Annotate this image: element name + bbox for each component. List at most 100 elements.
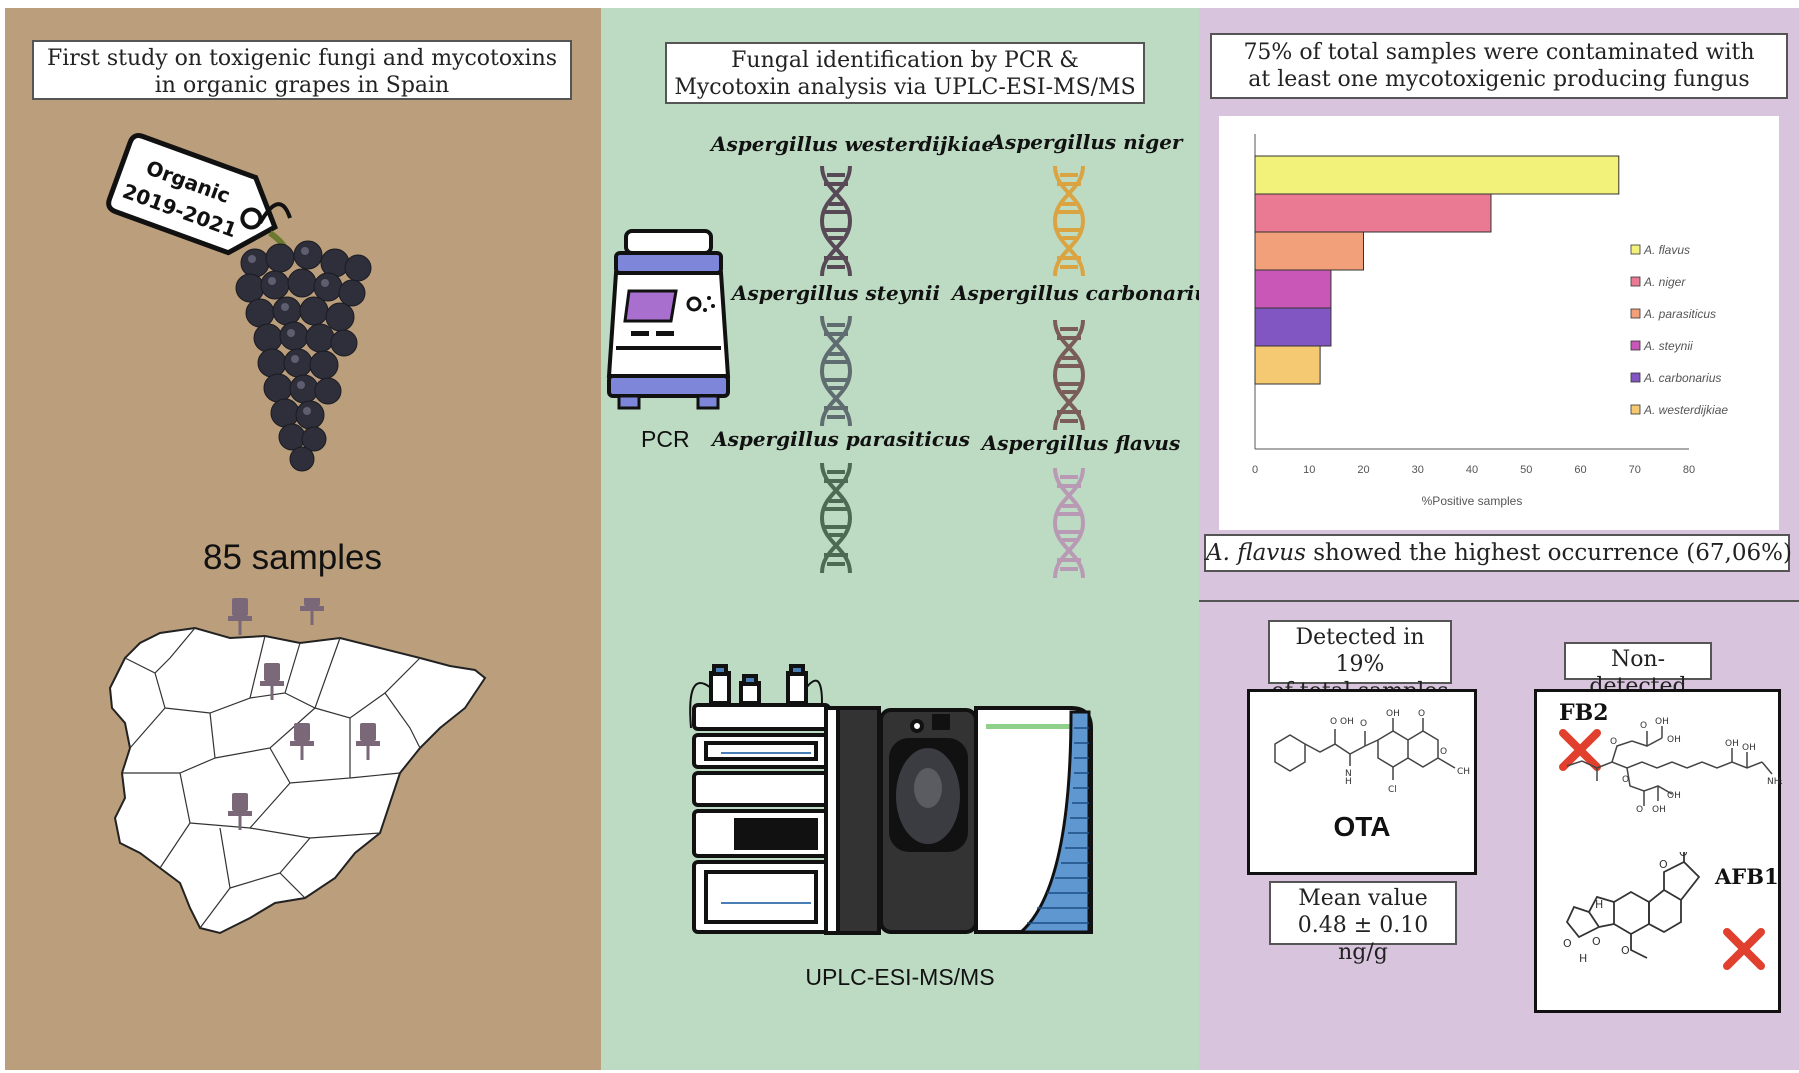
fb2-molecule-icon: OOHOHOOOHOOHOHOHNH₂	[1566, 717, 1782, 815]
species-label-niger: Aspergillus niger	[989, 130, 1183, 154]
dna-parasiticus-icon	[819, 463, 853, 573]
spain-map	[108, 598, 487, 935]
svg-text:OH: OH	[1655, 717, 1669, 727]
left-panel: First study on toxigenic fungi and mycot…	[5, 8, 601, 1070]
highlight-species: A. flavus	[1206, 540, 1306, 566]
legend-label: A. niger	[1643, 275, 1686, 289]
svg-text:O: O	[1592, 935, 1601, 948]
middle-title-line1: Fungal identification by PCR &	[731, 48, 1079, 73]
x-tick-label: 70	[1629, 464, 1641, 476]
svg-text:O: O	[1330, 717, 1337, 727]
bar-awesterdijkiae	[1254, 345, 1321, 385]
svg-text:OH: OH	[1742, 743, 1756, 753]
bar-aniger	[1254, 193, 1492, 233]
fb2-label: FB2	[1559, 700, 1609, 726]
uplc-instrument-icon	[689, 664, 1093, 935]
dna-niger-icon	[1052, 166, 1086, 276]
legend-label: A. parasiticus	[1643, 307, 1716, 321]
x-tick-label: 30	[1412, 464, 1424, 476]
legend-swatch	[1630, 276, 1641, 287]
x-tick-label: 10	[1303, 464, 1315, 476]
legend-swatch	[1630, 340, 1641, 351]
species-label-steynii: Aspergillus steynii	[731, 281, 941, 305]
right-title-box: 75% of total samples were contaminated w…	[1210, 33, 1788, 99]
middle-panel: Fungal identification by PCR & Mycotoxin…	[601, 8, 1220, 1070]
uplc-label: UPLC-ESI-MS/MS	[805, 964, 995, 990]
svg-text:O: O	[1679, 852, 1688, 859]
legend-label: A. carbonarius	[1643, 371, 1721, 385]
bar-aparasiticus	[1254, 231, 1364, 271]
svg-text:O: O	[1418, 709, 1425, 719]
x-tick-label: 80	[1683, 464, 1695, 476]
legend-label: A. westerdijkiae	[1643, 403, 1728, 417]
section-divider	[1199, 600, 1799, 602]
dna-flavus-icon	[1052, 468, 1086, 578]
svg-text:O: O	[1610, 737, 1617, 747]
pcr-label: PCR	[641, 426, 690, 452]
svg-text:H: H	[1345, 777, 1352, 787]
svg-text:NH₂: NH₂	[1767, 777, 1782, 787]
species-label-flavus: Aspergillus flavus	[981, 431, 1181, 455]
bar-aflavus	[1254, 155, 1620, 195]
fb2-cross-icon	[1559, 729, 1601, 771]
x-tick-label: 20	[1357, 464, 1369, 476]
dna-carbonarius-icon	[1052, 320, 1086, 430]
grape-bunch-icon	[235, 230, 372, 472]
right-panel: 75% of total samples were contaminated w…	[1199, 8, 1799, 1070]
left-title-box: First study on toxigenic fungi and mycot…	[32, 40, 572, 100]
svg-text:O: O	[1563, 937, 1572, 950]
x-tick-label: 0	[1252, 464, 1258, 476]
x-tick-label: 60	[1574, 464, 1586, 476]
svg-text:H: H	[1595, 898, 1603, 911]
organic-tag-icon: Organic 2019-2021	[106, 133, 292, 256]
x-axis-label: %Positive samples	[1422, 494, 1523, 508]
svg-text:OH: OH	[1386, 709, 1400, 719]
svg-text:OH: OH	[1725, 739, 1739, 749]
svg-text:O: O	[1640, 721, 1647, 731]
svg-text:O: O	[1636, 805, 1643, 815]
legend-swatch	[1630, 244, 1641, 255]
afb1-label: AFB1	[1715, 864, 1779, 889]
legend-label: A. flavus	[1643, 243, 1690, 257]
highlight-box: A. flavus showed the highest occurrence …	[1204, 534, 1792, 572]
middle-title-line2: Mycotoxin analysis via UPLC-ESI-MS/MS	[674, 74, 1136, 100]
legend-swatch	[1630, 372, 1641, 383]
samples-label: 85 samples	[203, 538, 382, 577]
svg-text:O: O	[1622, 775, 1629, 785]
middle-title-box: Fungal identification by PCR & Mycotoxin…	[665, 42, 1145, 104]
svg-text:OH: OH	[1667, 791, 1681, 801]
ota-molecule-icon: OOHNHOOHOOCH₃Cl	[1274, 709, 1470, 795]
svg-text:CH₃: CH₃	[1457, 767, 1470, 777]
right-title-line2: at least one mycotoxigenic producing fun…	[1248, 66, 1750, 92]
dna-steynii-icon	[819, 316, 853, 426]
afb1-cross-icon	[1723, 928, 1765, 970]
svg-text:O: O	[1659, 858, 1668, 871]
mean-line2: 0.48 ± 0.10 ng/g	[1297, 912, 1429, 965]
ota-structure-box: OOHNHOOHOOCH₃Cl OTA	[1247, 689, 1477, 875]
svg-text:Cl: Cl	[1388, 785, 1397, 795]
pcr-machine-icon	[606, 229, 731, 410]
mean-line1: Mean value	[1298, 886, 1428, 911]
left-title-line1: First study on toxigenic fungi and mycot…	[46, 46, 558, 71]
bar-chart-card: 0 10 20 30 40 50 60 70 80 %Positive samples A. fla…	[1219, 116, 1779, 530]
x-tick-label: 50	[1520, 464, 1532, 476]
svg-text:OH: OH	[1652, 805, 1666, 815]
svg-text:O: O	[1440, 747, 1447, 757]
svg-text:O: O	[1621, 944, 1630, 957]
ota-label: OTA	[1333, 811, 1391, 842]
svg-text:OH: OH	[1667, 735, 1681, 745]
svg-text:OH: OH	[1340, 717, 1354, 727]
highlight-text: showed the highest occurrence (67,06%)	[1305, 540, 1792, 566]
legend-swatch	[1630, 308, 1641, 319]
bar-acarbonarius	[1254, 307, 1332, 347]
species-label-westerdijkiae: Aspergillus westerdijkiae	[711, 132, 995, 156]
right-title-line1: 75% of total samples were contaminated w…	[1243, 40, 1755, 65]
legend-swatch	[1630, 404, 1641, 415]
svg-text:O: O	[1360, 719, 1367, 729]
svg-text:H: H	[1579, 952, 1587, 965]
mean-box: Mean value 0.48 ± 0.10 ng/g	[1269, 881, 1457, 965]
species-label-parasiticus: Aspergillus parasiticus	[712, 427, 970, 451]
x-tick-label: 40	[1466, 464, 1478, 476]
